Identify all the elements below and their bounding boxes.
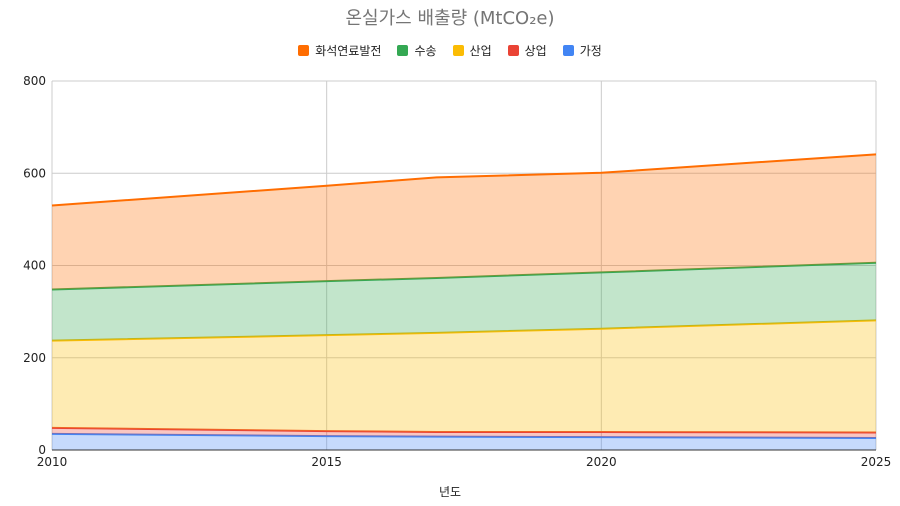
- line-series-3: [51, 261, 877, 291]
- legend-item-transport[interactable]: 수송: [397, 42, 437, 59]
- line-series-2: [51, 319, 877, 342]
- legend-item-fossil-power[interactable]: 화석연료발전: [298, 42, 381, 59]
- legend: 화석연료발전 수송 산업 상업 가정: [0, 42, 900, 59]
- legend-item-household[interactable]: 가정: [562, 42, 602, 59]
- legend-label-transport: 수송: [414, 44, 437, 58]
- legend-swatch-industry: [452, 45, 464, 56]
- y-tick-label-0: 0: [38, 443, 46, 457]
- y-tick-label-4: 800: [23, 74, 46, 88]
- legend-label-commercial: 상업: [524, 44, 547, 58]
- legend-swatch-commercial: [507, 45, 519, 56]
- y-tick-label-3: 600: [23, 166, 46, 180]
- legend-swatch-fossil-power: [298, 45, 310, 56]
- area-series-3: [52, 262, 876, 341]
- area-series-4: [52, 154, 876, 290]
- legend-label-fossil-power: 화석연료발전: [315, 44, 382, 58]
- legend-label-industry: 산업: [469, 44, 492, 58]
- x-axis-label: 년도: [438, 485, 462, 499]
- legend-swatch-household: [562, 45, 574, 56]
- x-tick-label-0: 2010: [37, 455, 68, 469]
- line-series-0: [51, 432, 877, 440]
- y-tick-label-2: 400: [23, 259, 46, 273]
- x-tick-label-3: 2025: [861, 455, 892, 469]
- legend-item-industry[interactable]: 산업: [452, 42, 492, 59]
- chart-title: 온실가스 배출량 (MtCO₂e): [345, 8, 555, 29]
- legend-swatch-transport: [397, 45, 409, 56]
- x-tick-label-2: 2020: [586, 455, 617, 469]
- legend-item-commercial[interactable]: 상업: [507, 42, 547, 59]
- area-series-2: [52, 320, 876, 433]
- y-tick-label-1: 200: [23, 351, 46, 365]
- legend-label-household: 가정: [579, 44, 602, 58]
- line-series-1: [51, 426, 877, 434]
- line-series-4: [51, 153, 877, 207]
- x-tick-label-1: 2015: [311, 455, 342, 469]
